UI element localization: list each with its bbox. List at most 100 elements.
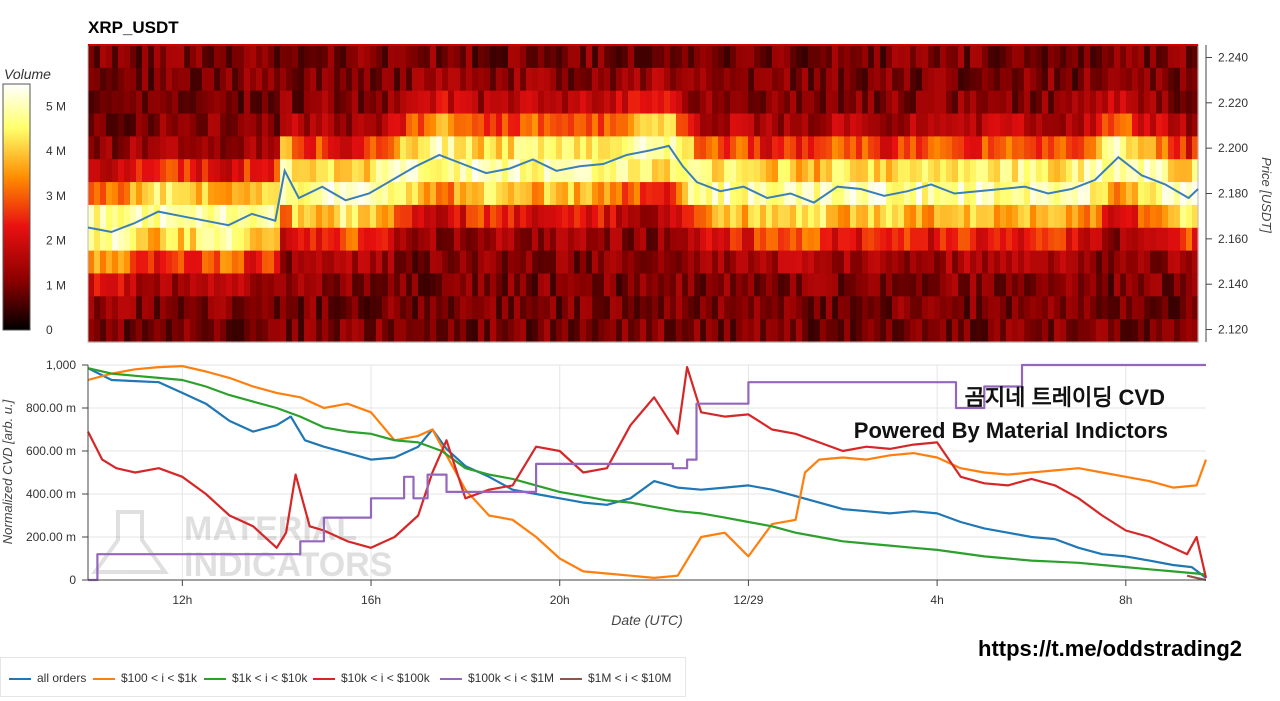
heatmap-cell xyxy=(508,296,515,320)
heatmap-cell xyxy=(616,250,623,275)
heatmap-cell xyxy=(748,182,755,206)
heatmap-cell xyxy=(1126,113,1133,137)
heatmap-cell xyxy=(88,319,95,343)
heatmap-cell xyxy=(322,159,329,183)
heatmap-cell xyxy=(610,273,617,297)
heatmap-cell xyxy=(760,159,767,183)
heatmap-cell xyxy=(880,273,887,297)
heatmap-cell xyxy=(1036,319,1043,343)
heatmap-cell xyxy=(568,296,575,320)
heatmap-cell xyxy=(676,319,683,343)
legend-item-tier4[interactable]: $100k < i < $1M xyxy=(440,671,554,685)
heatmap-cell xyxy=(556,136,563,160)
heatmap-cell xyxy=(1150,67,1157,92)
heatmap-cell xyxy=(964,250,971,275)
heatmap-cell xyxy=(310,90,317,115)
heatmap-cell xyxy=(766,182,773,206)
heatmap-cell xyxy=(292,182,299,206)
heatmap-cell xyxy=(388,182,395,206)
legend-item-tier5[interactable]: $1M < i < $10M xyxy=(560,671,671,685)
heatmap-cell xyxy=(562,227,569,252)
heatmap-cell xyxy=(676,227,683,252)
heatmap-cell xyxy=(832,113,839,137)
heatmap-cell xyxy=(292,90,299,115)
legend-item-tier1[interactable]: $100 < i < $1k xyxy=(93,671,197,685)
heatmap-cell xyxy=(1090,159,1097,183)
heatmap-cell xyxy=(874,250,881,275)
heatmap-cell xyxy=(1186,182,1193,206)
heatmap-cell xyxy=(130,296,137,320)
heatmap-cell xyxy=(628,227,635,252)
heatmap-cell xyxy=(202,113,209,137)
heatmap-cell xyxy=(778,136,785,160)
heatmap-cell xyxy=(502,204,509,229)
heatmap-cell xyxy=(562,204,569,229)
heatmap-cell xyxy=(478,182,485,206)
heatmap-cell xyxy=(748,159,755,183)
heatmap-cell xyxy=(154,113,161,137)
heatmap-cell xyxy=(994,45,1001,69)
heatmap-cell xyxy=(1168,45,1175,69)
heatmap-cell xyxy=(340,319,347,343)
heatmap-cell xyxy=(466,113,473,137)
heatmap-cell xyxy=(418,319,425,343)
heatmap-cell xyxy=(490,319,497,343)
heatmap-cell xyxy=(928,227,935,252)
heatmap-cell xyxy=(568,250,575,275)
heatmap-cell xyxy=(232,136,239,160)
heatmap-cell xyxy=(568,67,575,92)
heatmap-cell xyxy=(838,136,845,160)
legend-item-all-orders[interactable]: all orders xyxy=(9,671,86,685)
heatmap-cell xyxy=(826,182,833,206)
heatmap-cell xyxy=(766,319,773,343)
heatmap-cell xyxy=(196,296,203,320)
heatmap-cell xyxy=(1018,204,1025,229)
heatmap-cell xyxy=(610,90,617,115)
heatmap-cell xyxy=(106,90,113,115)
heatmap-cell xyxy=(1066,319,1073,343)
heatmap-cell xyxy=(754,45,761,69)
heatmap-cell xyxy=(790,159,797,183)
heatmap-cell xyxy=(1084,90,1091,115)
heatmap-cell xyxy=(1084,67,1091,92)
heatmap-cell xyxy=(1018,67,1025,92)
heatmap-cell xyxy=(658,227,665,252)
heatmap-cell xyxy=(628,136,635,160)
telegram-link[interactable]: https://t.me/oddstrading2 xyxy=(978,636,1242,661)
legend-item-tier2[interactable]: $1k < i < $10k xyxy=(204,671,307,685)
heatmap-cell xyxy=(268,204,275,229)
heatmap-cell xyxy=(280,273,287,297)
heatmap-cell xyxy=(1174,204,1181,229)
heatmap-cell xyxy=(556,67,563,92)
heatmap-cell xyxy=(1114,182,1121,206)
heatmap-cell xyxy=(154,136,161,160)
heatmap-cell xyxy=(1006,90,1013,115)
heatmap-cell xyxy=(316,204,323,229)
heatmap-cell xyxy=(778,319,785,343)
heatmap-cell xyxy=(748,45,755,69)
heatmap-cell xyxy=(256,113,263,137)
heatmap-cell xyxy=(298,113,305,137)
heatmap-cell xyxy=(226,45,233,69)
heatmap-cell xyxy=(292,45,299,69)
heatmap-cell xyxy=(1090,204,1097,229)
heatmap-cell xyxy=(982,136,989,160)
heatmap-cell xyxy=(298,319,305,343)
heatmap-cell xyxy=(1138,90,1145,115)
heatmap-cell xyxy=(916,227,923,252)
heatmap-cell xyxy=(712,182,719,206)
heatmap-cell xyxy=(448,136,455,160)
heatmap-cell xyxy=(838,296,845,320)
heatmap-cell xyxy=(508,204,515,229)
heatmap-cell xyxy=(634,136,641,160)
heatmap-cell xyxy=(532,319,539,343)
heatmap-cell xyxy=(1144,273,1151,297)
heatmap-cell xyxy=(1126,296,1133,320)
heatmap-cell xyxy=(124,182,131,206)
heatmap-cell xyxy=(772,204,779,229)
heatmap-cell xyxy=(742,296,749,320)
heatmap-cell xyxy=(1162,227,1169,252)
heatmap-cell xyxy=(1096,67,1103,92)
heatmap-cell xyxy=(424,204,431,229)
legend-item-tier3[interactable]: $10k < i < $100k xyxy=(313,671,430,685)
